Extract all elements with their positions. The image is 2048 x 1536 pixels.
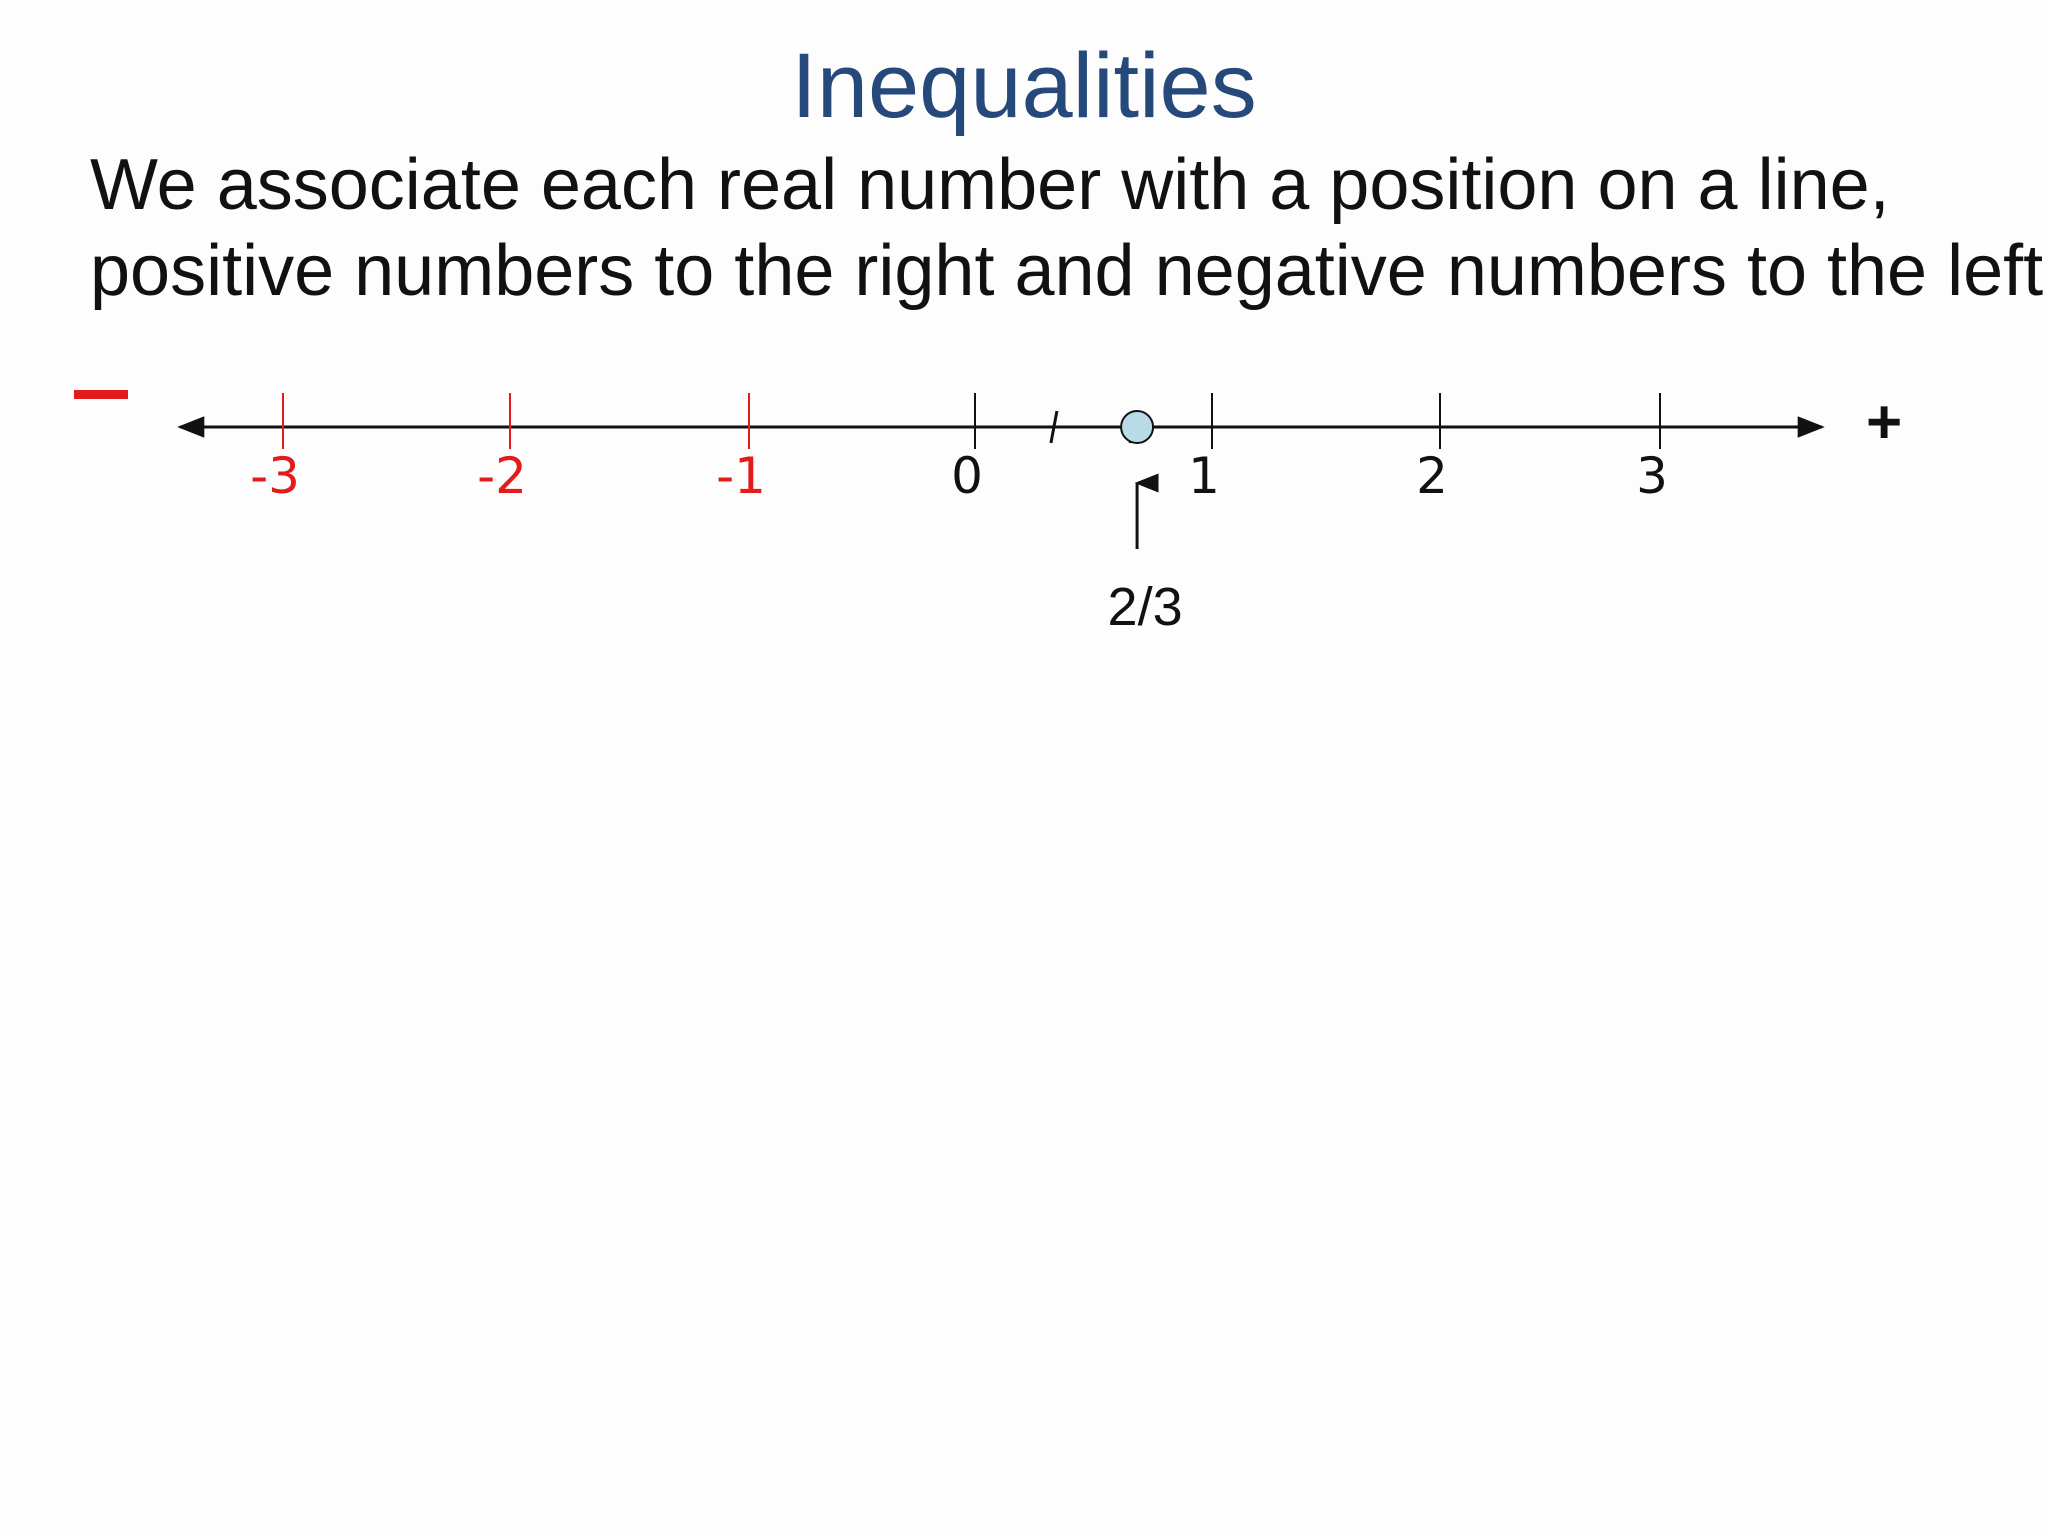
tick-label: -2	[477, 447, 527, 505]
body-line-1: We associate each real number with a pos…	[90, 145, 1890, 225]
tick-label: 0	[951, 447, 983, 505]
slide-body-text: We associate each real number with a pos…	[90, 142, 2048, 314]
point-label: 2/3	[1108, 577, 1183, 637]
tick-label: -3	[250, 447, 300, 505]
tick-label: -1	[716, 447, 766, 505]
tick-label: 3	[1636, 447, 1668, 505]
tick-label: 2	[1416, 447, 1448, 505]
slide-title: Inequalities	[791, 35, 1257, 137]
minor-mark	[1049, 410, 1059, 444]
body-line-2: positive numbers to the right and negati…	[90, 231, 2048, 311]
positive-sign: +	[1866, 388, 1903, 457]
negative-sign-icon	[74, 390, 128, 399]
highlighted-point	[1120, 410, 1155, 444]
tick-label: 1	[1188, 447, 1220, 505]
